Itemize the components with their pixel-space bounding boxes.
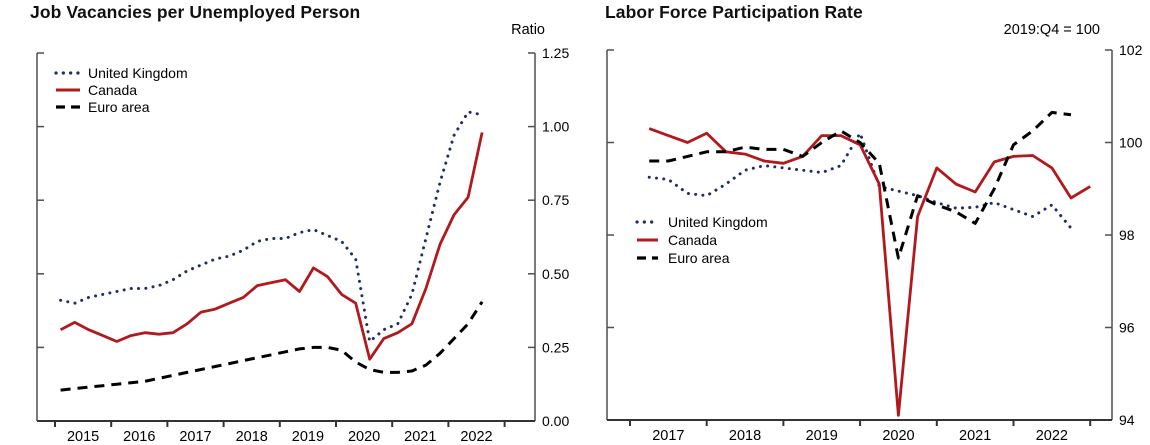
x-tick-label: 2018 xyxy=(729,428,761,444)
x-tick-label: 2021 xyxy=(404,429,436,445)
chart-title: Labor Force Participation Rate xyxy=(605,2,863,22)
job-vacancies-plot: 0.00 0.25 0.50 0.75 1.00 1.25 2015 2016 2017 2018… xyxy=(36,45,569,445)
y-tick-label: 100 xyxy=(1119,135,1143,151)
y-tick-label: 1.25 xyxy=(542,45,569,61)
y-tick-label: 0.00 xyxy=(542,413,569,429)
legend-label: Canada xyxy=(88,82,137,98)
series-euro-area xyxy=(60,300,484,392)
chart-labor-force-participation: Labor Force Participation Rate 2019:Q4 =… xyxy=(575,0,1150,445)
chart-title: Job Vacancies per Unemployed Person xyxy=(30,2,361,22)
y-tick-label: 98 xyxy=(1119,227,1135,243)
legend-item-euro-area: Euro area xyxy=(56,99,150,115)
y-tick-label: 0.25 xyxy=(542,339,569,355)
chart-job-vacancies: Job Vacancies per Unemployed Person Rati… xyxy=(30,2,569,445)
x-tick-label: 2020 xyxy=(348,429,380,445)
x-tick-label: 2019 xyxy=(292,429,324,445)
y-tick-label: 94 xyxy=(1119,412,1135,428)
series-euro-area xyxy=(649,110,1072,260)
legend: United Kingdom Canada Euro area xyxy=(635,214,768,266)
x-axis xyxy=(607,419,1112,426)
x-tick-label: 2015 xyxy=(67,429,99,445)
x-tick-label: 2022 xyxy=(1036,428,1068,444)
x-tick-label: 2017 xyxy=(179,429,211,445)
x-tick-labels: 2017 2018 2019 2020 2021 2022 xyxy=(652,428,1068,444)
x-tick-label: 2018 xyxy=(236,429,268,445)
x-tick-label: 2021 xyxy=(959,428,991,444)
x-tick-label: 2017 xyxy=(652,428,684,444)
legend-label: Euro area xyxy=(668,250,730,266)
x-axis xyxy=(37,420,535,427)
y-axis-unit-label: 2019:Q4 = 100 xyxy=(1003,22,1100,38)
y-tick-label: 0.75 xyxy=(542,192,569,208)
legend-item-united-kingdom: United Kingdom xyxy=(54,65,188,81)
legend-item-united-kingdom: United Kingdom xyxy=(635,214,768,230)
x-tick-label: 2016 xyxy=(123,429,155,445)
series-united-kingdom xyxy=(59,110,484,343)
legend-item-canada: Canada xyxy=(637,232,717,248)
axes xyxy=(606,49,1113,420)
legend-label: Euro area xyxy=(88,99,150,115)
y-axis-unit-label: Ratio xyxy=(511,22,545,38)
labor-force-participation-plot: 94 96 98 100 102 2017 2018 2019 2020 2021 2022 Unit… xyxy=(606,42,1143,444)
series-canada xyxy=(59,132,484,361)
x-tick-label: 2019 xyxy=(806,428,838,444)
y-tick-labels: 94 96 98 100 102 xyxy=(1119,42,1143,428)
legend-item-canada: Canada xyxy=(56,82,137,98)
y-tick-label: 96 xyxy=(1119,320,1135,336)
legend-label: United Kingdom xyxy=(668,214,768,230)
x-tick-label: 2022 xyxy=(460,429,492,445)
x-tick-labels: 2015 2016 2017 2018 2019 2020 2021 2022 xyxy=(67,429,493,445)
y-tick-label: 0.50 xyxy=(542,266,569,282)
legend-label: United Kingdom xyxy=(88,65,188,81)
x-tick-label: 2020 xyxy=(882,428,914,444)
y-tick-label: 102 xyxy=(1119,42,1143,58)
legend-label: Canada xyxy=(668,232,717,248)
y-tick-labels: 0.00 0.25 0.50 0.75 1.00 1.25 xyxy=(542,45,569,429)
series-canada xyxy=(648,127,1091,417)
y-tick-label: 1.00 xyxy=(542,119,569,135)
axes xyxy=(36,52,536,421)
legend-item-euro-area: Euro area xyxy=(637,250,730,266)
